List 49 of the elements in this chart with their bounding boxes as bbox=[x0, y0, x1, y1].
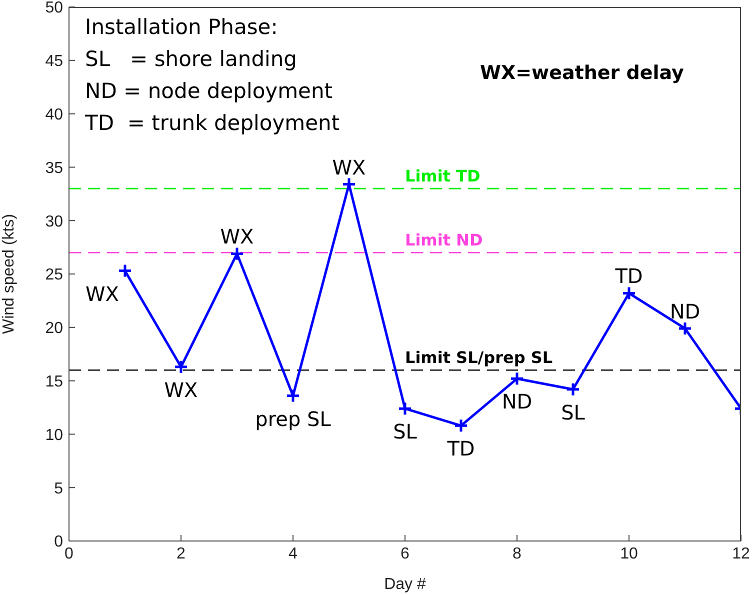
y-tick-label: 25 bbox=[45, 266, 64, 284]
ref-line-label: Limit TD bbox=[405, 166, 480, 186]
y-tick-label: 5 bbox=[54, 480, 64, 498]
y-tick-label: 10 bbox=[45, 426, 64, 444]
y-tick-label: 45 bbox=[45, 53, 64, 70]
annotation: ND = node deployment bbox=[85, 78, 334, 105]
annotation: prep SL bbox=[255, 406, 332, 431]
point bbox=[174, 360, 188, 374]
point bbox=[342, 177, 356, 192]
annotation: ND bbox=[502, 390, 532, 414]
y-tick-label: 40 bbox=[45, 106, 64, 124]
y-tick-label: 20 bbox=[45, 320, 64, 338]
y-tick-label: 0 bbox=[54, 534, 64, 551]
annotation: TD = trunk deployment bbox=[85, 110, 340, 137]
point bbox=[678, 321, 692, 336]
x-tick-label: 8 bbox=[512, 545, 522, 562]
annotation: TD bbox=[614, 264, 643, 288]
point bbox=[118, 264, 132, 278]
y-axis-title: Wind speed (kts) bbox=[0, 214, 18, 334]
x-tick-label: 2 bbox=[176, 545, 186, 562]
x-tick-label: 4 bbox=[288, 545, 298, 562]
y-tick-label: 15 bbox=[45, 373, 64, 390]
y-tick-label: 30 bbox=[45, 213, 64, 230]
ref-line-label: Limit ND bbox=[405, 230, 483, 250]
annotation: TD bbox=[446, 436, 475, 461]
annotation: ND bbox=[670, 299, 700, 324]
point bbox=[566, 382, 580, 397]
x-axis-title: Day # bbox=[384, 576, 426, 593]
annotation: SL bbox=[561, 400, 586, 424]
annotation: WX bbox=[220, 224, 254, 249]
point bbox=[622, 286, 636, 300]
point bbox=[398, 401, 412, 416]
x-tick-label: 12 bbox=[732, 545, 750, 562]
x-tick-label: 6 bbox=[400, 545, 410, 562]
point bbox=[286, 388, 300, 403]
x-tick-label: 10 bbox=[620, 545, 638, 562]
y-tick-label: 50 bbox=[45, 0, 64, 17]
point bbox=[510, 371, 524, 386]
annotation: SL = shore landing bbox=[85, 46, 298, 73]
annotation: WX bbox=[86, 282, 120, 306]
annotation: WX=weather delay bbox=[480, 62, 684, 84]
y-tick-label: 35 bbox=[45, 160, 64, 177]
ref-line-label: Limit SL/prep SL bbox=[405, 348, 553, 368]
point bbox=[454, 418, 468, 433]
annotation: WX bbox=[332, 155, 366, 180]
annotation: WX bbox=[164, 378, 198, 402]
annotation: Installation Phase: bbox=[85, 14, 279, 41]
annotation: SL bbox=[393, 420, 418, 444]
point bbox=[230, 246, 244, 261]
